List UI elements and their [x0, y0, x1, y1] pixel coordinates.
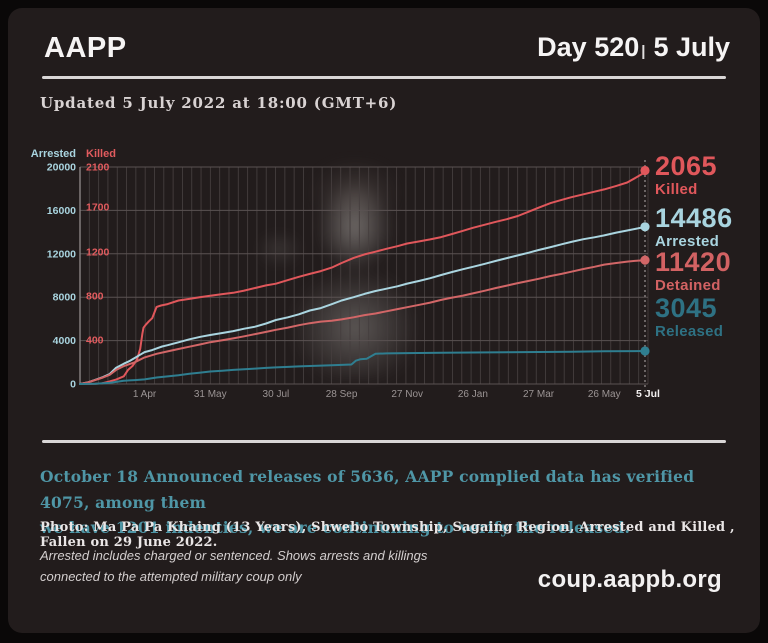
- stat-released-value: 3045: [655, 293, 718, 323]
- y-tick-arrested-0: 0: [70, 379, 76, 391]
- series-line-killed: [79, 169, 649, 385]
- photo-caption: Photo: Ma Pa Pa Khaing (13 Years), Shweb…: [40, 520, 735, 550]
- y-axis-killed-title: Killed: [86, 148, 116, 160]
- y-tick-killed-1200: 1200: [86, 247, 110, 259]
- y-tick-arrested-16000: 16000: [47, 205, 76, 217]
- infographic-card: AAPP Day 520 | 5 July Updated 5 July 2022 …: [8, 8, 760, 633]
- stat-killed: 2065 Killed: [655, 151, 718, 198]
- x-tick-1-apr: 1 Apr: [133, 389, 157, 400]
- series-line-released: [79, 350, 649, 385]
- brand-title: AAPP: [44, 32, 127, 64]
- x-tick-28-sep: 28 Sep: [326, 389, 358, 400]
- stat-detained-label: Detained: [655, 277, 721, 294]
- day-date-separator: |: [641, 43, 646, 60]
- stat-detained: 11420 Detained: [655, 247, 732, 294]
- x-tick-26-may: 26 May: [588, 389, 621, 400]
- section-divider: [42, 440, 726, 443]
- y-tick-arrested-4000: 4000: [53, 335, 77, 347]
- stat-killed-label: Killed: [655, 181, 698, 198]
- y-tick-killed-400: 400: [86, 335, 104, 347]
- y-tick-arrested-12000: 12000: [47, 248, 76, 260]
- stat-released: 3045 Released: [655, 293, 724, 340]
- y-tick-killed-800: 800: [86, 291, 104, 303]
- stat-arrested-label: Arrested: [655, 233, 720, 250]
- series-line-arrested: [79, 225, 649, 385]
- footnote-line-1: Arrested includes charged or sentenced. …: [40, 548, 428, 563]
- stat-arrested-value: 14486: [655, 203, 733, 233]
- x-tick-27-mar: 27 Mar: [523, 389, 555, 400]
- y-tick-killed-1700: 1700: [86, 202, 110, 214]
- day-counter: Day 520 | 5 July: [537, 32, 730, 63]
- series-endpoint-released: [640, 346, 650, 356]
- horizontal-gridlines: [80, 166, 648, 385]
- note-line-2: we have 1201 indenties, we are continuni…: [40, 518, 631, 538]
- stat-killed-value: 2065: [655, 151, 718, 181]
- updated-timestamp: Updated 5 July 2022 at 18:00 (GMT+6): [40, 94, 398, 112]
- header-divider: [42, 76, 726, 79]
- website-url[interactable]: coup.aappb.org: [537, 566, 722, 593]
- stat-released-label: Released: [655, 323, 724, 340]
- y-tick-arrested-20000: 20000: [47, 162, 76, 174]
- series-line-detained: [79, 259, 649, 385]
- x-tick-31-may: 31 May: [194, 389, 227, 400]
- release-verification-note: October 18 Announced releases of 5636, A…: [40, 464, 740, 541]
- series-endpoint-arrested: [640, 222, 650, 232]
- day-counter-label: Day 520: [537, 32, 640, 62]
- vertical-gridlines: [79, 167, 649, 384]
- x-tick-30-jul: 30 Jul: [263, 389, 290, 400]
- series-endpoint-detained: [640, 255, 650, 265]
- stat-arrested: 14486 Arrested: [655, 203, 733, 250]
- trend-chart: Arrested Killed 0 4000 8000 12000 16000 20000 40…: [8, 140, 760, 405]
- y-tick-arrested-8000: 8000: [53, 292, 77, 304]
- trend-chart-svg: Arrested Killed 0 4000 8000 12000 16000 20000 40…: [31, 148, 660, 400]
- x-tick-27-nov: 27 Nov: [391, 389, 423, 400]
- x-tick-26-jan: 26 Jan: [458, 389, 488, 400]
- header-date: 5 July: [653, 32, 730, 62]
- stat-detained-value: 11420: [655, 247, 732, 277]
- y-tick-killed-2100: 2100: [86, 162, 110, 174]
- methodology-footnote: Arrested includes charged or sentenced. …: [40, 546, 427, 588]
- x-tick-5-jul: 5 Jul: [636, 388, 660, 400]
- footnote-line-2: connected to the attempted military coup…: [40, 568, 302, 584]
- note-line-1: October 18 Announced releases of 5636, A…: [40, 467, 695, 512]
- y-axis-left-title: Arrested: [31, 148, 76, 160]
- series-endpoint-killed: [640, 165, 650, 176]
